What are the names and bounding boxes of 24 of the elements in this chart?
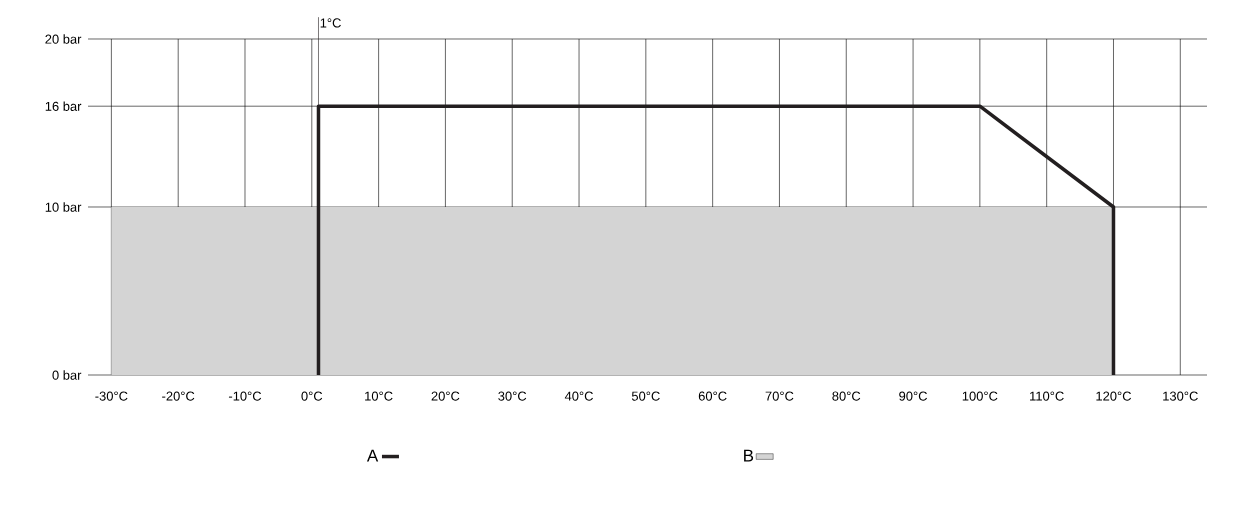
x-tick-label: 120°C bbox=[1096, 391, 1132, 401]
x-tick-label: 60°C bbox=[698, 391, 727, 401]
x-tick-label: 20°C bbox=[431, 391, 460, 401]
x-tick-label: -30°C bbox=[95, 391, 128, 401]
y-tick-label: 0 bar bbox=[52, 370, 82, 380]
legend-label: A bbox=[366, 449, 379, 462]
x-tick-label: 0°C bbox=[301, 391, 323, 401]
x-tick-label: -10°C bbox=[228, 391, 262, 401]
y-tick-label: 10 bar bbox=[45, 202, 82, 212]
x-tick-label: 70°C bbox=[765, 391, 794, 401]
x-tick-label: 40°C bbox=[564, 391, 593, 401]
x-tick-label: 130°C bbox=[1163, 391, 1198, 401]
x-tick-label: 90°C bbox=[899, 391, 928, 401]
x-tick-label: 110°C bbox=[1030, 391, 1064, 401]
legend-label: B bbox=[744, 449, 754, 462]
x-tick-label: 10°C bbox=[365, 391, 393, 401]
x-tick-label: 30°C bbox=[498, 391, 527, 401]
y-tick-label: 20 bar bbox=[45, 34, 82, 44]
x-tick-label: 50°C bbox=[631, 391, 660, 401]
x-tick-label: -20°C bbox=[162, 391, 195, 401]
ref-line-label: 1°C bbox=[320, 18, 341, 28]
x-tick-label: 80°C bbox=[832, 391, 861, 401]
y-tick-label: 16 bar bbox=[45, 101, 82, 111]
x-tick-label: 100°C bbox=[962, 391, 998, 401]
